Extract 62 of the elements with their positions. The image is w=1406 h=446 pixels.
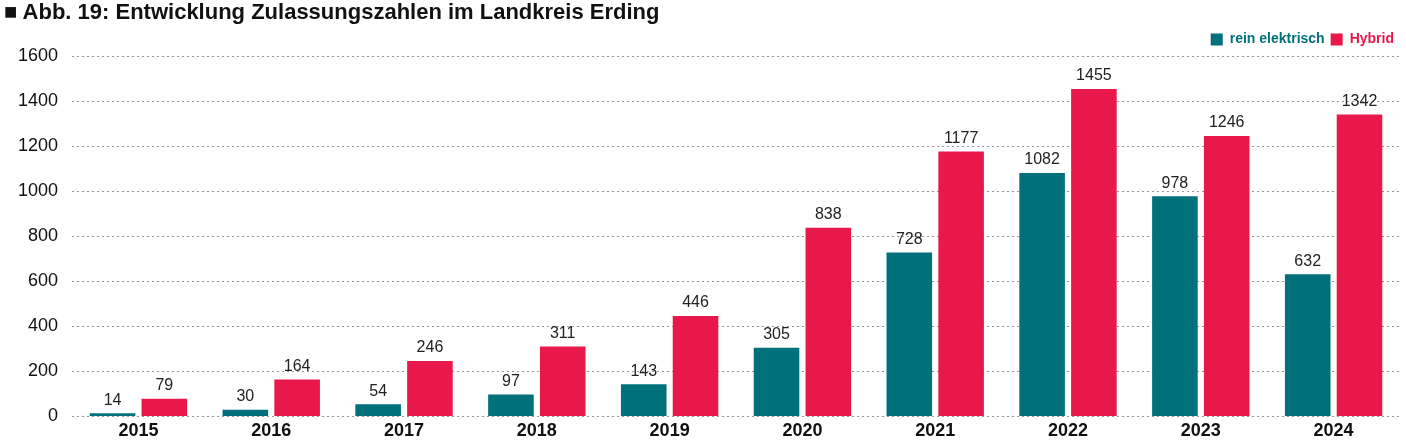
bar — [274, 379, 320, 416]
bar — [938, 151, 984, 416]
y-tick-label: 200 — [28, 360, 59, 381]
y-tick-label: 800 — [28, 225, 59, 246]
data-label: 1455 — [1076, 66, 1112, 84]
x-tick-label: 2015 — [118, 420, 159, 441]
bar — [1019, 172, 1065, 416]
y-tick-label: 600 — [28, 270, 59, 291]
bar — [620, 384, 667, 416]
data-label: 311 — [549, 323, 576, 341]
x-tick-label: 2021 — [915, 420, 956, 441]
x-tick-label: 2023 — [1180, 420, 1221, 441]
y-tick-label: 1200 — [18, 135, 59, 156]
x-tick-label: 2018 — [516, 420, 557, 441]
bar — [141, 398, 188, 416]
x-tick-label: 2017 — [384, 420, 425, 441]
y-tick-label: 1000 — [18, 180, 59, 201]
data-label: 164 — [283, 356, 311, 374]
data-label: 30 — [236, 387, 255, 405]
data-label: 446 — [682, 293, 709, 311]
y-tick-label: 400 — [28, 315, 59, 336]
bar — [1203, 136, 1250, 416]
bar — [89, 413, 136, 416]
bar — [672, 316, 719, 416]
data-label: 978 — [1161, 173, 1189, 191]
data-label: 14 — [103, 390, 122, 408]
bar — [222, 409, 269, 416]
data-label: 305 — [763, 325, 790, 343]
data-label: 838 — [814, 205, 842, 223]
data-label: 1177 — [943, 128, 979, 146]
bar — [488, 394, 534, 416]
data-label: 54 — [369, 381, 388, 399]
x-tick-label: 2020 — [782, 420, 823, 441]
data-label: 1342 — [1341, 91, 1378, 109]
x-tick-label: 2022 — [1047, 420, 1089, 441]
data-label: 632 — [1294, 251, 1322, 269]
bar — [407, 361, 453, 416]
data-label: 143 — [630, 361, 658, 379]
data-label: 1082 — [1024, 150, 1061, 168]
x-tick-label: 2016 — [251, 420, 292, 441]
bar — [1152, 196, 1198, 416]
legend-label: rein elektrisch — [1229, 30, 1325, 47]
bar — [355, 404, 401, 416]
bar — [886, 252, 933, 416]
y-tick-label: 1600 — [18, 45, 59, 66]
data-label: 79 — [155, 376, 174, 394]
bar — [539, 346, 586, 416]
bar — [1071, 89, 1117, 416]
bar — [1336, 114, 1383, 416]
data-label: 246 — [416, 338, 444, 356]
legend-label: Hybrid — [1349, 30, 1395, 47]
bar — [805, 227, 852, 416]
data-label: 97 — [502, 371, 520, 389]
x-tick-label: 2024 — [1313, 420, 1354, 441]
y-tick-label: 0 — [48, 405, 59, 426]
bar — [753, 347, 800, 416]
y-tick-label: 1400 — [18, 90, 59, 111]
data-label: 728 — [895, 230, 923, 248]
x-tick-label: 2019 — [649, 420, 690, 441]
chart-title: ■ Abb. 19: Entwicklung Zulassungszahlen im Landkreis Erding — [4, 0, 660, 25]
data-label: 1246 — [1208, 113, 1245, 131]
bar — [1284, 274, 1331, 416]
